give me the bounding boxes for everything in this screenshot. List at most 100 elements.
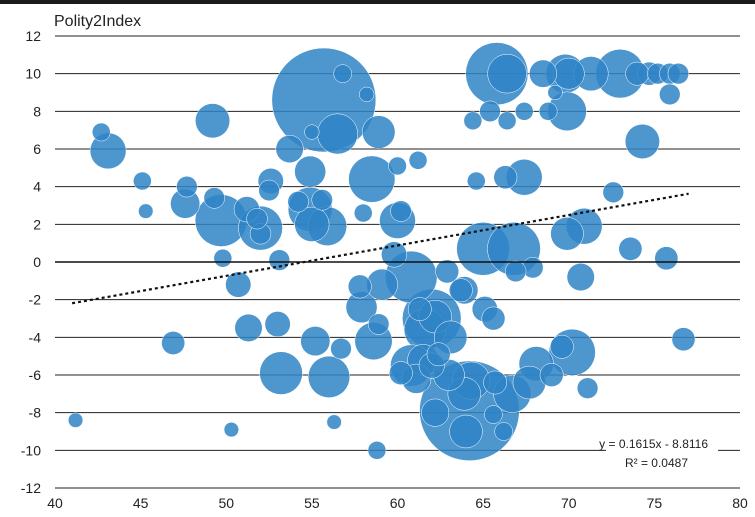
x-tick-label: 55 xyxy=(304,495,320,511)
y-tick-label: 6 xyxy=(33,141,41,157)
y-tick-label: -6 xyxy=(29,367,42,383)
bubble xyxy=(161,331,186,355)
x-tick-label: 60 xyxy=(390,495,406,511)
bubble xyxy=(618,236,643,261)
x-tick-label: 40 xyxy=(47,495,63,511)
bubble xyxy=(326,414,342,430)
bubble xyxy=(264,311,291,338)
y-tick-label: 10 xyxy=(25,66,41,82)
bubble xyxy=(91,122,111,142)
y-axis-title: Polity2Index xyxy=(54,13,141,30)
x-tick-label: 50 xyxy=(218,495,234,511)
bubble xyxy=(539,363,564,387)
bubble xyxy=(667,63,689,85)
y-tick-label: -10 xyxy=(21,442,41,458)
bubble xyxy=(368,313,390,335)
top-border xyxy=(0,0,755,4)
bubble xyxy=(304,124,320,140)
x-tick-label: 75 xyxy=(647,495,663,511)
x-tick-label: 65 xyxy=(475,495,491,511)
bubble xyxy=(259,351,303,395)
bubble xyxy=(330,337,352,360)
trendline-equation: y = 0.1615x - 8.8116 xyxy=(599,437,708,451)
bubble xyxy=(195,103,231,139)
bubble xyxy=(307,355,351,398)
y-tick-label: -12 xyxy=(21,480,41,496)
trendline-group xyxy=(71,192,689,305)
bubble xyxy=(223,422,239,438)
bubble xyxy=(483,370,507,395)
bubble xyxy=(381,241,408,268)
bubble xyxy=(203,187,225,209)
bubble xyxy=(287,191,309,213)
bubble xyxy=(359,86,375,102)
bubble xyxy=(176,176,198,198)
x-tick-label: 45 xyxy=(133,495,149,511)
bubble xyxy=(671,327,696,352)
bubble xyxy=(311,189,333,211)
y-tick-label: 4 xyxy=(33,179,41,195)
bubble xyxy=(435,259,460,284)
y-tick-label: -4 xyxy=(29,329,42,345)
bubble xyxy=(566,263,595,292)
bubble xyxy=(426,342,451,367)
bubble xyxy=(408,151,428,170)
bubble xyxy=(294,206,330,242)
y-tick-label: 2 xyxy=(33,216,41,232)
bubble xyxy=(505,260,527,283)
bubble xyxy=(624,123,660,159)
x-tick-label: 70 xyxy=(561,495,577,511)
bubble xyxy=(275,134,304,164)
bubble xyxy=(213,248,233,268)
bubble xyxy=(487,53,527,94)
bubble xyxy=(246,208,268,230)
bubble xyxy=(493,165,518,190)
bubble xyxy=(550,334,574,359)
bubble xyxy=(479,100,501,122)
bubble xyxy=(317,113,358,155)
bubble xyxy=(463,111,483,131)
bubble xyxy=(390,200,412,222)
bubble xyxy=(550,217,584,251)
bubble xyxy=(367,441,387,460)
bubble xyxy=(421,398,450,427)
bubble xyxy=(538,102,558,121)
bubble xyxy=(576,377,599,399)
bubble xyxy=(514,102,534,121)
bubble xyxy=(625,61,650,86)
bubble xyxy=(497,111,517,131)
bubble xyxy=(529,59,558,88)
bubble xyxy=(225,271,252,298)
bubble xyxy=(347,274,372,299)
bubble xyxy=(449,414,483,449)
y-tick-label: 0 xyxy=(33,254,41,270)
bubble xyxy=(494,422,513,441)
x-tick-label: 80 xyxy=(732,495,748,511)
bubble xyxy=(268,249,290,271)
bubble xyxy=(602,181,624,203)
y-axis-title-bg xyxy=(50,8,165,32)
bubble xyxy=(234,313,263,342)
axes: 12 10 8 6 4 2 0 -2 -4 -6 -8 -10 -12 40 45 50 55 60 65 70 75 8… xyxy=(21,28,748,511)
y-tick-label: -8 xyxy=(29,405,42,421)
bubble xyxy=(333,64,352,83)
bubble xyxy=(67,412,84,428)
bubble xyxy=(659,83,681,106)
bubble xyxy=(361,115,396,149)
y-tick-label: 12 xyxy=(25,28,41,44)
trendline-equation-bg xyxy=(606,432,718,476)
bubble xyxy=(133,171,152,191)
y-tick-label: -2 xyxy=(29,292,42,308)
bubble xyxy=(552,57,585,90)
bubble xyxy=(467,171,486,191)
trendline-r-squared: R² = 0.0487 xyxy=(625,456,688,470)
bubble xyxy=(294,155,327,188)
trendline xyxy=(71,192,689,305)
bubble xyxy=(353,203,373,223)
bubble xyxy=(138,203,154,219)
bubble xyxy=(258,179,280,202)
bubble xyxy=(547,84,563,101)
bubble xyxy=(448,278,473,303)
